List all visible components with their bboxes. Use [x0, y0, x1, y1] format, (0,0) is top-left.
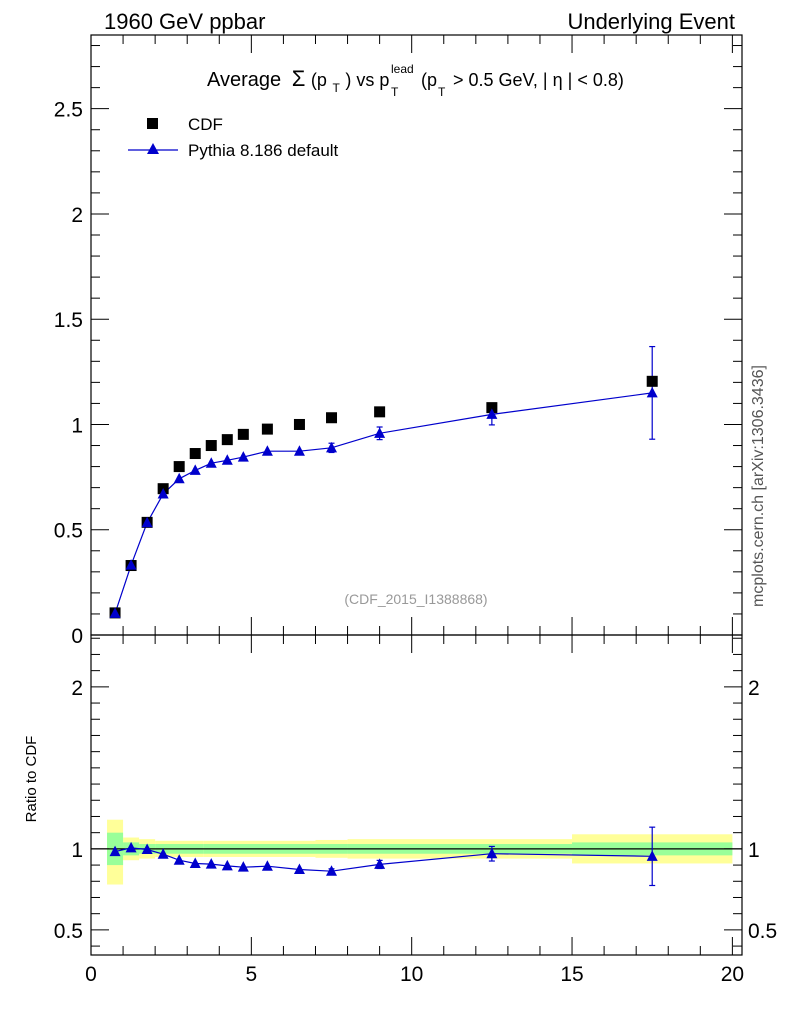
- ratio-y-tick-label-left: 2: [71, 677, 83, 700]
- ratio-y-tick-label-right: 0.5: [748, 920, 777, 943]
- ratio-y-tick-label-left: 0.5: [54, 920, 83, 943]
- side-label: mcplots.cern.ch [arXiv:1306.3436]: [750, 365, 767, 607]
- pythia-point: [205, 457, 217, 468]
- cdf-point: [237, 428, 249, 440]
- pythia-point: [141, 516, 153, 528]
- x-tick-label: 15: [560, 963, 583, 986]
- pythia-line: [114, 392, 653, 614]
- y-tick-label: 2.5: [54, 99, 83, 122]
- main-ticks: 0 0.5 1 1.5 2 2.5: [54, 35, 742, 648]
- pythia-point: [326, 441, 338, 453]
- y-tick-label: 2: [71, 204, 83, 227]
- title-sub-t: T: [332, 81, 340, 95]
- ratio-pythia-point: [326, 865, 338, 876]
- title-sup-lead: lead: [391, 62, 414, 76]
- ratio-pythia-point: [189, 857, 201, 868]
- cdf-point: [486, 402, 498, 414]
- cdf-point: [261, 423, 273, 435]
- ratio-ylabel: Ratio to CDF: [23, 736, 40, 823]
- ratio-y-tick-label-right: 1: [748, 839, 760, 862]
- pythia-point: [189, 464, 201, 475]
- title-pt-close: ) vs p: [345, 70, 389, 90]
- ratio-y-tick-label-left: 1: [71, 839, 83, 862]
- cdf-point: [326, 412, 338, 424]
- cdf-point: [293, 418, 305, 430]
- title-cut-rest-text: > 0.5 GeV, |: [453, 70, 548, 90]
- pythia-point: [157, 487, 169, 499]
- legend-pythia-label: Pythia 8.186 default: [188, 141, 339, 160]
- x-tick-label: 0: [85, 963, 97, 986]
- pythia-point: [125, 559, 137, 570]
- pythia-point: [237, 451, 249, 462]
- y-tick-label: 0: [71, 625, 83, 648]
- ratio-panel: 0.5 0.51 12 20 5 10 15 20: [54, 634, 777, 986]
- ratio-pythia-point: [374, 858, 386, 869]
- ratio-pythia-point: [157, 848, 169, 859]
- y-tick-label: 1: [71, 414, 83, 437]
- title-eta: η: [553, 70, 563, 90]
- ratio-pythia-point: [221, 859, 233, 871]
- title-sub-t2: T: [391, 85, 399, 99]
- main-series: [109, 345, 658, 619]
- x-tick-label: 20: [721, 963, 744, 986]
- ratio-ticks: 0.5 0.51 12 20 5 10 15 20: [54, 635, 777, 986]
- watermark: (CDF_2015_I1388868): [344, 591, 487, 607]
- ratio-pythia-point: [109, 845, 121, 857]
- title-sub-t3: T: [438, 85, 446, 99]
- legend-pythia-marker: [147, 143, 159, 154]
- ratio-series: [109, 826, 658, 887]
- cdf-point: [374, 406, 386, 418]
- main-panel: 0 0.5 1 1.5 2 2.5: [54, 34, 743, 648]
- ratio-bands: [107, 819, 733, 885]
- ratio-pythia-point: [486, 847, 498, 859]
- ratio-pythia-point: [237, 861, 249, 872]
- header-right: Underlying Event: [567, 9, 735, 34]
- title-sigma: Σ: [292, 66, 306, 91]
- pythia-point: [374, 427, 386, 438]
- pythia-point: [486, 408, 498, 419]
- plot-title: Average Σ (p T ) vs p: [207, 66, 389, 97]
- ratio-pythia-point: [205, 858, 217, 869]
- cdf-point: [205, 440, 217, 452]
- pythia-point: [221, 454, 233, 465]
- ratio-y-tick-label-right: 2: [748, 677, 760, 700]
- legend-cdf-label: CDF: [188, 115, 223, 134]
- pythia-point: [293, 445, 305, 456]
- header-left: 1960 GeV ppbar: [104, 9, 265, 34]
- x-tick-label: 5: [246, 963, 258, 986]
- ratio-pythia-point: [173, 854, 185, 865]
- title-cut: (p: [421, 70, 437, 90]
- pythia-point: [173, 472, 185, 484]
- ratio-pythia-point: [293, 863, 305, 874]
- ratio-plot-frame: [90, 634, 743, 956]
- pythia-point: [646, 386, 658, 398]
- legend: CDF Pythia 8.186 default: [128, 115, 339, 160]
- ratio-pythia-point: [125, 841, 137, 853]
- y-tick-label: 1.5: [54, 309, 83, 332]
- x-tick-label: 10: [400, 963, 423, 986]
- title-cut-end: | < 0.8): [568, 70, 624, 90]
- title-cut-rest: > 0.5 GeV, | η | < 0.8): [453, 70, 624, 90]
- ratio-pythia-point: [261, 860, 273, 871]
- title-pt-open: (p: [311, 70, 327, 90]
- pythia-point: [261, 445, 273, 456]
- legend-cdf-marker: [147, 118, 158, 129]
- cdf-point: [646, 375, 658, 387]
- y-tick-label: 0.5: [54, 520, 83, 543]
- ratio-pythia-point: [141, 843, 153, 855]
- pythia-point: [109, 607, 121, 618]
- cdf-point: [221, 434, 233, 446]
- ratio-pythia-point: [646, 850, 658, 861]
- cdf-point: [189, 448, 201, 460]
- title-cut-open: (p: [421, 70, 437, 90]
- cdf-point: [173, 461, 185, 473]
- title-average: Average: [207, 69, 281, 91]
